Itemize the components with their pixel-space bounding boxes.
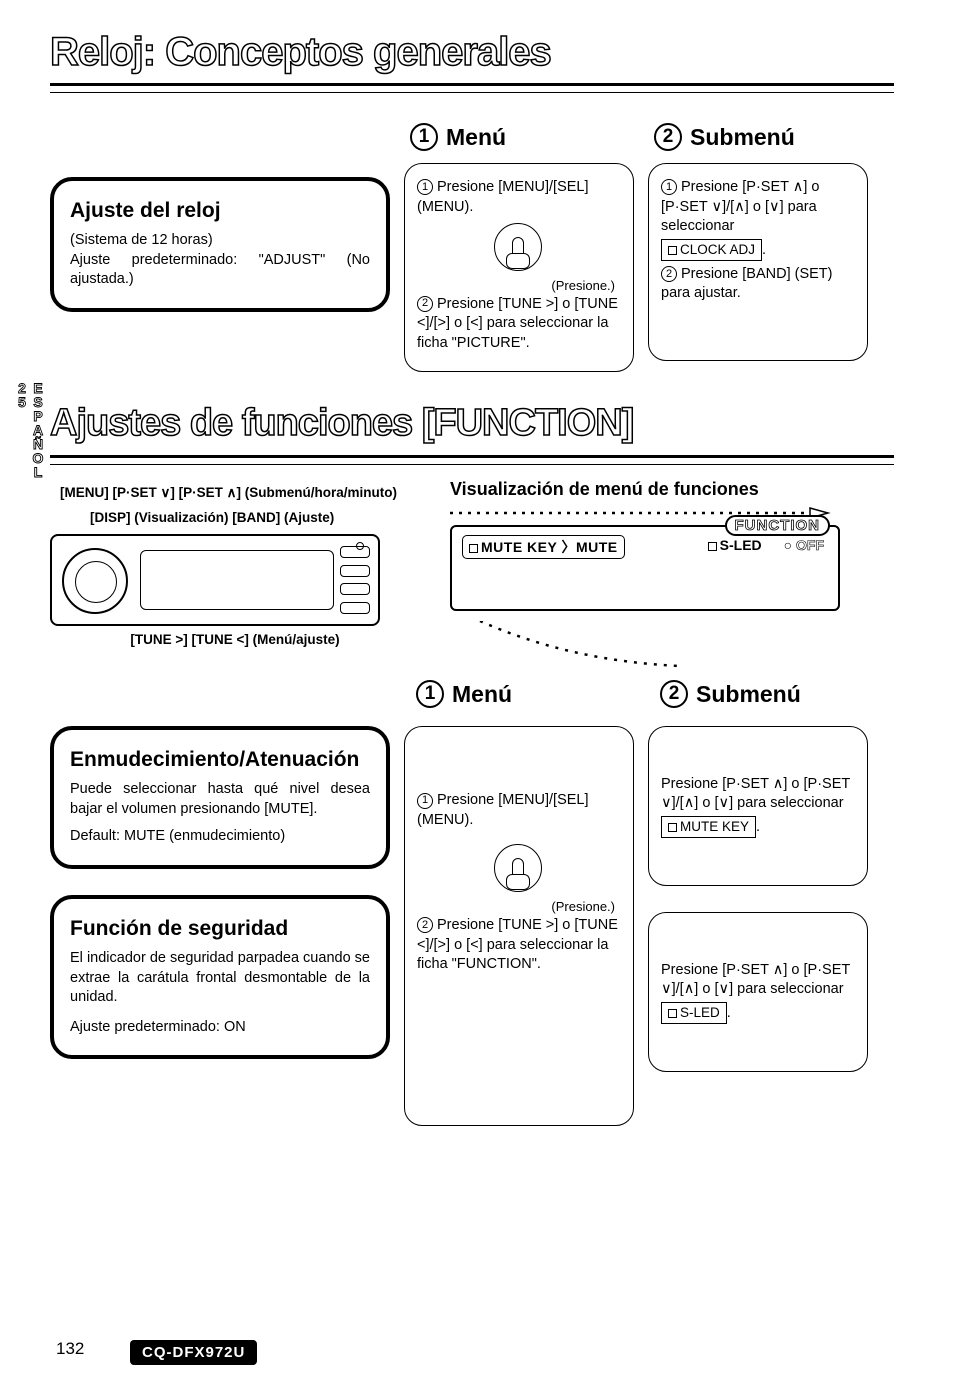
- function-tag: FUNCTION: [725, 515, 831, 536]
- func-menu-box: 1Presione [MENU]/[SEL] (MENU). (Presione…: [404, 726, 634, 1126]
- clock-box: Ajuste del reloj (Sistema de 12 horas) A…: [50, 177, 390, 312]
- mute-sub-text: Presione [P·SET ∧] o [P·SET ∨]/[∧] o [∨]…: [661, 776, 850, 812]
- security-sub-text: Presione [P·SET ∧] o [P·SET ∨]/[∧] o [∨]…: [661, 962, 850, 998]
- mute-line2: Default: MUTE (enmudecimiento): [70, 827, 370, 847]
- clock-menu-step1: 1Presione [MENU]/[SEL] (MENU).: [417, 178, 621, 217]
- dotted-curve-icon: [450, 621, 840, 671]
- clock-sub-step1: 1Presione [P·SET ∧] o [P·SET ∨]/[∧] o [∨…: [661, 178, 855, 261]
- device-illustration: [50, 534, 380, 626]
- model-badge: CQ-DFX972U: [130, 1340, 257, 1365]
- mute-box: Enmudecimiento/Atenuación Puede seleccio…: [50, 726, 390, 869]
- security-line2: Ajuste predeterminado: ON: [70, 1018, 370, 1038]
- title2-rule-thin: [50, 464, 894, 465]
- submenu-label-2: Submenú: [696, 681, 801, 708]
- menu-label: Menú: [446, 124, 506, 151]
- clock-menu-box: 1Presione [MENU]/[SEL] (MENU). (Presione…: [404, 163, 634, 372]
- clock-heading: Ajuste del reloj: [70, 199, 370, 223]
- submenu-label: Submenú: [690, 124, 795, 151]
- func-menu-step1: 1Presione [MENU]/[SEL] (MENU).: [417, 791, 621, 830]
- menu-header-1: 1 Menú: [410, 123, 634, 151]
- clock-row: Ajuste del reloj (Sistema de 12 horas) A…: [50, 123, 894, 372]
- security-box: Función de seguridad El indicador de seg…: [50, 895, 390, 1059]
- clock-submenu-box: 1Presione [P·SET ∧] o [P·SET ∨]/[∧] o [∨…: [648, 163, 868, 361]
- mute-submenu-box: Presione [P·SET ∧] o [P·SET ∨]/[∧] o [∨]…: [648, 726, 868, 886]
- title2-rule: [50, 455, 894, 458]
- menu-header-2: 1Menú: [416, 680, 640, 708]
- legend-top: [MENU] [P·SET ∨] [P·SET ∧] (Submenú/hora…: [60, 483, 420, 503]
- submenu-header-1: 2 Submenú: [654, 123, 868, 151]
- clock-sub-step2: 2Presione [BAND] (SET) para ajustar.: [661, 265, 855, 304]
- legend-mid: [DISP] (Visualización) [BAND] (Ajuste): [90, 508, 420, 528]
- side-language-label: ESPAÑOL25: [14, 380, 46, 478]
- security-submenu-box: Presione [P·SET ∧] o [P·SET ∨]/[∧] o [∨]…: [648, 912, 868, 1072]
- function-rows: Enmudecimiento/Atenuación Puede seleccio…: [50, 726, 894, 1126]
- page-title-function: Ajustes de funciones [FUNCTION]: [50, 402, 894, 445]
- step-2-icon: 2: [654, 123, 682, 151]
- mute-line1: Puede seleccionar hasta qué nivel desea …: [70, 780, 370, 819]
- press-label-1: (Presione.): [417, 277, 615, 295]
- security-line1: El indicador de seguridad parpadea cuand…: [70, 949, 370, 1008]
- sled-box: S-LED: [661, 1002, 727, 1024]
- press-dial-icon: [494, 223, 544, 275]
- sled-indicator: S-LED: [708, 537, 762, 553]
- func-display-title: Visualización de menú de funciones: [450, 479, 894, 500]
- press-dial-icon-2: [494, 844, 544, 896]
- legend-bottom: [TUNE >] [TUNE <] (Menú/ajuste): [50, 630, 420, 650]
- func-display-col: Visualización de menú de funciones FUNCT…: [430, 479, 894, 676]
- submenu-header-2: 2Submenú: [660, 680, 874, 708]
- clock-line1: (Sistema de 12 horas): [70, 231, 370, 251]
- press-label-2: (Presione.): [417, 898, 615, 916]
- title-rule: [50, 83, 894, 86]
- step-1-icon: 1: [410, 123, 438, 151]
- clock-line2: Ajuste predeterminado: "ADJUST" (No ajus…: [70, 251, 370, 290]
- page-title-clock: Reloj: Conceptos generales: [50, 30, 894, 75]
- mute-key-box: MUTE KEY: [661, 816, 756, 838]
- func-menu-step2: 2Presione [TUNE >] o [TUNE <]/[>] o [<] …: [417, 916, 621, 975]
- function-display-box: FUNCTION MUTE KEY 〉MUTE S-LED ○ OFF: [450, 525, 840, 611]
- clock-menu-step2: 2Presione [TUNE >] o [TUNE <]/[>] o [<] …: [417, 295, 621, 354]
- mute-key-indicator: MUTE KEY 〉MUTE: [462, 535, 625, 559]
- device-legend-col: [MENU] [P·SET ∨] [P·SET ∧] (Submenú/hora…: [50, 479, 420, 650]
- title-rule-thin: [50, 92, 894, 93]
- off-indicator: ○ OFF: [784, 537, 824, 553]
- menu-label-2: Menú: [452, 681, 512, 708]
- security-heading: Función de seguridad: [70, 917, 370, 941]
- page-number: 132: [56, 1339, 84, 1359]
- mute-heading: Enmudecimiento/Atenuación: [70, 748, 370, 772]
